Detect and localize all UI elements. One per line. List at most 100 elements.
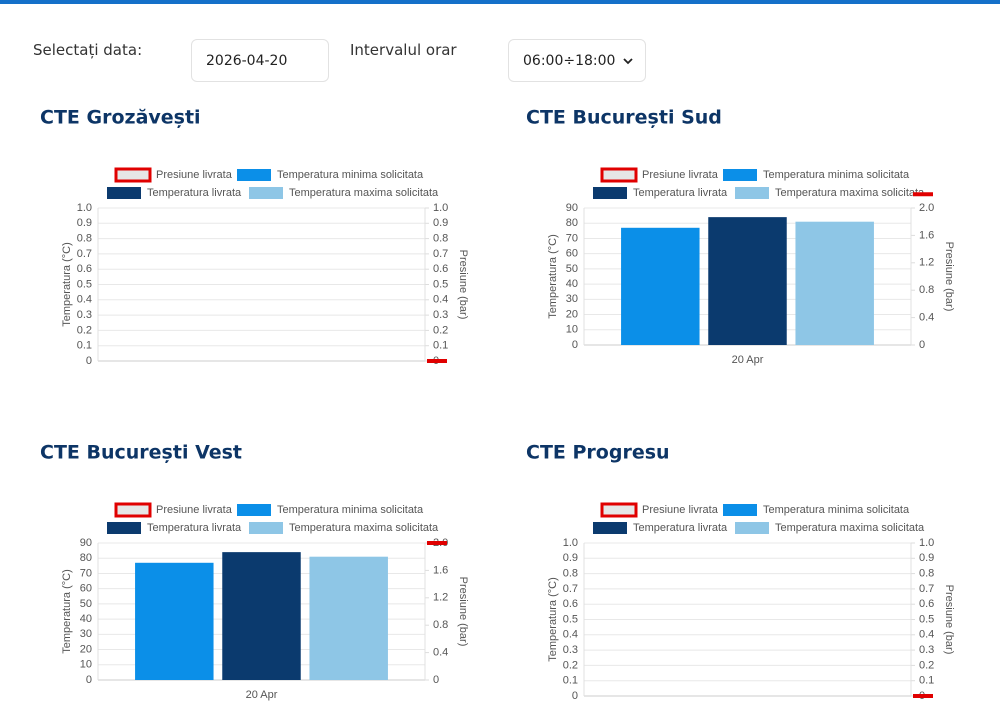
legend-swatch (723, 169, 757, 181)
legend-swatch (593, 187, 627, 199)
y-tick-label: 0.4 (77, 294, 92, 306)
y2-tick-label: 1.0 (919, 537, 934, 549)
y2-tick-label: 1.6 (433, 564, 448, 576)
y2-axis-title: Presiune (bar) (943, 242, 955, 312)
y2-tick-label: 0.3 (919, 644, 934, 656)
y2-tick-label: 0.3 (433, 309, 448, 321)
legend-swatch (735, 522, 769, 534)
legend-swatch (107, 522, 141, 534)
y-tick-label: 20 (80, 643, 92, 655)
y-tick-label: 0.4 (563, 629, 578, 641)
legend-swatch (723, 504, 757, 516)
y2-tick-label: 0.1 (919, 675, 934, 687)
y2-tick-label: 0.7 (433, 248, 448, 260)
y-tick-label: 90 (80, 537, 92, 549)
chart-title: CTE București Sud (526, 107, 722, 129)
legend-label: Temperatura minima solicitata (763, 169, 910, 181)
y-tick-label: 30 (80, 628, 92, 640)
legend-swatch (237, 504, 271, 516)
y-tick-label: 0 (86, 355, 92, 367)
bar (222, 552, 301, 680)
bar (135, 562, 214, 680)
top-bar (0, 0, 1000, 4)
legend-label: Temperatura maxima solicitata (775, 522, 925, 534)
y-tick-label: 0.3 (563, 644, 578, 656)
y2-tick-label: 0.1 (433, 340, 448, 352)
legend-label: Presiune livrata (156, 169, 233, 181)
legend-swatch (237, 169, 271, 181)
y-tick-label: 90 (566, 202, 578, 214)
y-tick-label: 80 (566, 217, 578, 229)
y-tick-label: 40 (566, 278, 578, 290)
y-tick-label: 10 (566, 324, 578, 336)
chart-title: CTE Grozăvești (40, 107, 201, 129)
legend-label: Temperatura livrata (633, 522, 728, 534)
y-tick-label: 0.5 (563, 613, 578, 625)
y-tick-label: 0.1 (563, 675, 578, 687)
legend-swatch (114, 167, 152, 183)
y-tick-label: 0 (572, 339, 578, 351)
y-tick-label: 1.0 (563, 537, 578, 549)
interval-select[interactable]: 06:00÷18:00 (508, 39, 646, 82)
legend-label: Presiune livrata (642, 169, 719, 181)
y2-tick-label: 0.4 (919, 312, 934, 324)
x-tick-label: 20 Apr (732, 354, 764, 366)
y2-axis-title: Presiune (bar) (943, 585, 955, 655)
y2-tick-label: 0.5 (433, 278, 448, 290)
legend-swatch (249, 522, 283, 534)
legend-label: Temperatura livrata (633, 187, 728, 199)
y2-tick-label: 0 (919, 339, 925, 351)
y-tick-label: 0.9 (77, 217, 92, 229)
y-tick-label: 40 (80, 613, 92, 625)
legend-label: Temperatura livrata (147, 187, 242, 199)
y-tick-label: 0.2 (77, 324, 92, 336)
interval-label: Intervalul orar (350, 41, 457, 59)
interval-value: 06:00÷18:00 (523, 52, 616, 69)
legend-swatch (107, 187, 141, 199)
legend-label: Presiune livrata (156, 504, 233, 516)
y-tick-label: 50 (566, 263, 578, 275)
legend-label: Temperatura minima solicitata (277, 504, 424, 516)
legend-label: Temperatura maxima solicitata (289, 187, 439, 199)
x-tick-label: 20 Apr (246, 689, 278, 701)
legend-swatch (249, 187, 283, 199)
y-tick-label: 0.9 (563, 552, 578, 564)
legend-label: Temperatura livrata (147, 522, 242, 534)
y-tick-label: 0.2 (563, 659, 578, 671)
legend-swatch (600, 502, 638, 518)
legend-label: Temperatura maxima solicitata (775, 187, 925, 199)
y2-tick-label: 1.2 (433, 592, 448, 604)
y-tick-label: 0.1 (77, 340, 92, 352)
y-tick-label: 20 (566, 308, 578, 320)
y2-tick-label: 1.2 (919, 257, 934, 269)
legend-label: Temperatura minima solicitata (277, 169, 424, 181)
y2-tick-label: 0.8 (433, 619, 448, 631)
chart-title: CTE Progresu (526, 442, 670, 464)
y-tick-label: 0.3 (77, 309, 92, 321)
bar (708, 217, 787, 345)
y-tick-label: 50 (80, 598, 92, 610)
y2-tick-label: 1.6 (919, 229, 934, 241)
legend-swatch (600, 167, 638, 183)
y-tick-label: 0.7 (563, 583, 578, 595)
y-tick-label: 10 (80, 659, 92, 671)
y2-tick-label: 0.8 (433, 233, 448, 245)
y-tick-label: 70 (80, 567, 92, 579)
y2-axis-title: Presiune (bar) (457, 250, 469, 320)
y-tick-label: 60 (80, 583, 92, 595)
chart-title: CTE București Vest (40, 442, 242, 464)
y-tick-label: 0.6 (563, 598, 578, 610)
y-tick-label: 0.7 (77, 248, 92, 260)
y2-tick-label: 0.4 (433, 647, 448, 659)
date-input[interactable]: 2026-04-20 (191, 39, 329, 82)
y2-tick-label: 0.8 (919, 568, 934, 580)
y-tick-label: 0.8 (563, 568, 578, 580)
y-tick-label: 0.6 (77, 263, 92, 275)
y-tick-label: 0.8 (77, 233, 92, 245)
y2-tick-label: 0.6 (919, 598, 934, 610)
y2-tick-label: 0.9 (433, 217, 448, 229)
y2-tick-label: 0.8 (919, 284, 934, 296)
chevron (623, 58, 633, 65)
y2-tick-label: 0.2 (433, 324, 448, 336)
